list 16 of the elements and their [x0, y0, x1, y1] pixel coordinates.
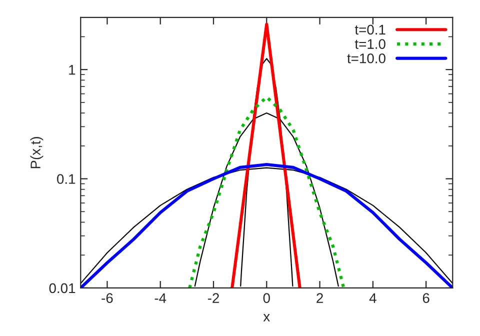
x-tick-label: 4 — [369, 293, 376, 303]
x-tick-label: -6 — [102, 293, 113, 304]
x-tick-label: -2 — [208, 293, 219, 303]
legend-label: t=0.1 — [354, 24, 386, 35]
y-tick-label: 0.01 — [49, 283, 76, 294]
x-tick-label: 2 — [316, 293, 323, 303]
x-tick-label: -4 — [154, 293, 166, 303]
x-tick-label: 6 — [422, 293, 430, 304]
y-axis-title: P(x,t) — [30, 136, 44, 168]
y-tick-label: 0.1 — [57, 174, 76, 184]
legend-label: t=10.0 — [347, 53, 386, 64]
y-tick-label: 1 — [69, 65, 76, 75]
legend-label: t=1.0 — [354, 39, 386, 49]
x-tick-label: 0 — [263, 293, 270, 304]
x-axis-title: x — [263, 314, 270, 322]
line-series — [188, 96, 346, 288]
